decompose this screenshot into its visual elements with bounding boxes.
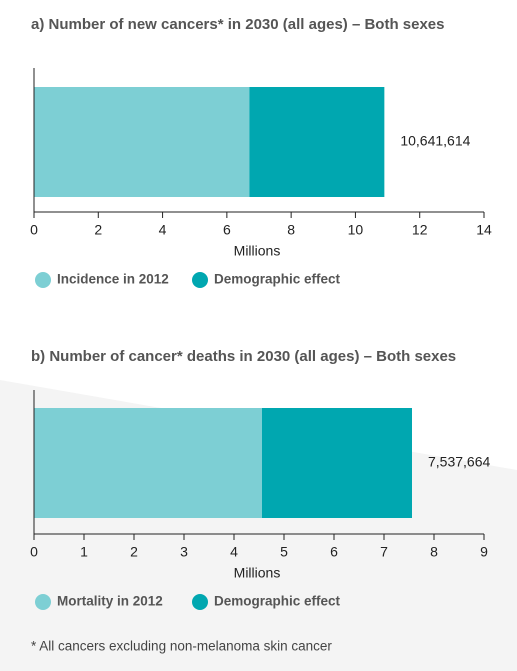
x-tick-label: 7 bbox=[380, 544, 388, 560]
x-tick-label: 8 bbox=[430, 544, 438, 560]
legend-swatch bbox=[35, 594, 51, 610]
x-tick-label: 4 bbox=[159, 222, 167, 238]
total-label: 7,537,664 bbox=[428, 454, 490, 470]
x-axis-label: Millions bbox=[234, 565, 281, 581]
x-tick-label: 14 bbox=[476, 222, 492, 238]
bar-segment bbox=[249, 87, 385, 197]
x-axis-label: Millions bbox=[234, 243, 281, 259]
total-label: 10,641,614 bbox=[400, 133, 470, 149]
chart-title: b) Number of cancer* deaths in 2030 (all… bbox=[31, 348, 456, 365]
footnote: * All cancers excluding non-melanoma ski… bbox=[31, 639, 332, 654]
x-tick-label: 10 bbox=[348, 222, 364, 238]
x-tick-label: 3 bbox=[180, 544, 188, 560]
bar-segment bbox=[262, 408, 412, 518]
x-tick-label: 2 bbox=[130, 544, 138, 560]
x-tick-label: 0 bbox=[30, 544, 38, 560]
legend-label: Demographic effect bbox=[214, 594, 341, 609]
legend-label: Incidence in 2012 bbox=[57, 272, 169, 287]
legend-label: Mortality in 2012 bbox=[57, 594, 163, 609]
legend-swatch bbox=[192, 594, 208, 610]
bar-segment bbox=[34, 408, 262, 518]
x-tick-label: 2 bbox=[94, 222, 102, 238]
bar-segment bbox=[34, 87, 250, 197]
x-tick-label: 6 bbox=[223, 222, 231, 238]
x-tick-label: 9 bbox=[480, 544, 488, 560]
legend-swatch bbox=[192, 272, 208, 288]
legend-swatch bbox=[35, 272, 51, 288]
x-tick-label: 8 bbox=[287, 222, 295, 238]
x-tick-label: 5 bbox=[280, 544, 288, 560]
legend-label: Demographic effect bbox=[214, 272, 341, 287]
x-tick-label: 1 bbox=[80, 544, 88, 560]
x-tick-label: 6 bbox=[330, 544, 338, 560]
x-tick-label: 0 bbox=[30, 222, 38, 238]
x-tick-label: 4 bbox=[230, 544, 238, 560]
x-tick-label: 12 bbox=[412, 222, 428, 238]
chart-title: a) Number of new cancers* in 2030 (all a… bbox=[31, 16, 445, 33]
